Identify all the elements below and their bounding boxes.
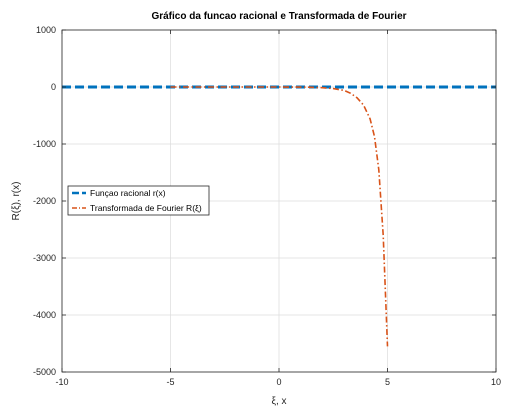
y-tick-label: 1000 <box>36 25 56 35</box>
x-axis-label: ξ, x <box>271 396 286 407</box>
legend-entry-1: Transformada de Fourier R(ξ) <box>90 203 202 213</box>
legend-box <box>67 185 210 216</box>
chart-title: Gráfico da funcao racional e Transformad… <box>151 11 406 22</box>
series-layer <box>62 85 496 347</box>
y-tick-label: -1000 <box>33 139 56 149</box>
x-tick-label: 0 <box>276 377 281 387</box>
x-tick-label: -5 <box>166 377 174 387</box>
ticks: -10 -5 0 5 10 1000 0 -1000 -2000 -3000 -4000 -5000 <box>33 25 501 387</box>
x-tick-label: 10 <box>491 377 501 387</box>
y-tick-label: -3000 <box>33 253 56 263</box>
y-tick-label: -4000 <box>33 310 56 320</box>
x-tick-label: -10 <box>55 377 68 387</box>
legend-entry-0: Funçao racional r(x) <box>90 188 166 198</box>
y-tick-label: 0 <box>51 82 56 92</box>
legend: Funçao racional r(x) Transformada de Fou… <box>67 185 210 216</box>
y-tick-label: -2000 <box>33 196 56 206</box>
series-line-1 <box>170 86 389 347</box>
y-axis-label: R(ξ), r(x) <box>11 182 22 221</box>
y-tick-label: -5000 <box>33 367 56 377</box>
x-tick-label: 5 <box>385 377 390 387</box>
